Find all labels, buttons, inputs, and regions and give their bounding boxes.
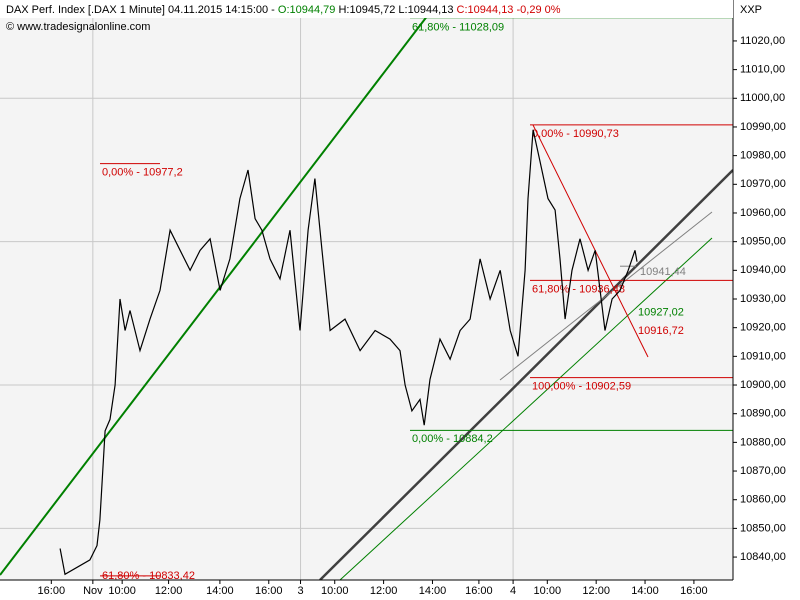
fib-label: 10916,72 xyxy=(638,325,684,337)
y-tick-label: 10870,00 xyxy=(740,465,786,477)
x-tick-label: 14:00 xyxy=(419,585,447,597)
x-tick-label: 16:00 xyxy=(680,585,708,597)
y-tick-label: 10980,00 xyxy=(740,150,786,162)
x-tick-label: 10:00 xyxy=(321,585,349,597)
y-axis-band xyxy=(733,0,800,580)
y-tick-label: 11010,00 xyxy=(740,64,785,76)
x-tick-label: 3 xyxy=(297,585,303,597)
annotations: 0,00% - 10977,2 61,80% - 11028,09 0,00% - … xyxy=(100,17,733,582)
fib-label: 10927,02 xyxy=(638,306,684,318)
y-tick-label: 10910,00 xyxy=(740,350,786,362)
header: DAX Perf. Index [.DAX 1 Minute] 04.11.20… xyxy=(6,4,561,16)
x-tick-label: 4 xyxy=(510,585,516,597)
y-tick-label: 10940,00 xyxy=(740,264,786,276)
x-tick-label: 16:00 xyxy=(255,585,283,597)
x-axis-band xyxy=(0,580,800,600)
trendline xyxy=(319,169,734,581)
header-high-low: H:10945,72 L:10944,13 xyxy=(338,4,453,16)
x-tick-label: 16:00 xyxy=(38,585,66,597)
x-tick-label: 16:00 xyxy=(465,585,493,597)
trendline xyxy=(0,14,429,576)
x-tick-label: 12:00 xyxy=(582,585,610,597)
fib-label: 0,00% - 10990,73 xyxy=(532,128,619,140)
price-line xyxy=(59,129,638,576)
y-tick-label: 10990,00 xyxy=(740,121,786,133)
trendline xyxy=(499,211,713,381)
y-tick-label: 10850,00 xyxy=(740,522,786,534)
header-instrument: DAX Perf. Index [.DAX 1 Minute] 04.11.20… xyxy=(6,4,275,16)
grid xyxy=(0,18,733,580)
fib-label: 10941,44 xyxy=(640,266,686,278)
trendline xyxy=(339,237,713,581)
x-tick-label: 12:00 xyxy=(155,585,183,597)
y-tick-label: 10920,00 xyxy=(740,322,786,334)
trendlines xyxy=(0,14,734,581)
y-tick-label: 10860,00 xyxy=(740,494,786,506)
x-tick-label: Nov xyxy=(83,585,103,597)
y-tick-label: 10970,00 xyxy=(740,178,786,190)
y-tick-label: 10900,00 xyxy=(740,379,786,391)
fib-label: 0,00% - 10977,2 xyxy=(102,167,183,179)
axis-label: XXP xyxy=(740,4,762,16)
y-tick-label: 10930,00 xyxy=(740,293,786,305)
y-tick-label: 10880,00 xyxy=(740,436,786,448)
x-tick-label: 10:00 xyxy=(534,585,562,597)
axes: 10840,00 10850,00 10860,00 10870,00 10880,00… xyxy=(38,35,786,597)
fib-label: 100,00% - 10902,59 xyxy=(532,381,631,393)
x-tick-label: 12:00 xyxy=(370,585,398,597)
header-open: O:10944,79 xyxy=(278,4,336,16)
x-tick-label: 14:00 xyxy=(206,585,234,597)
fib-label: 0,00% - 10884,2 xyxy=(412,433,493,445)
y-tick-label: 11000,00 xyxy=(740,92,785,104)
y-tick-label: 11020,00 xyxy=(740,35,785,47)
y-tick-label: 10890,00 xyxy=(740,408,786,420)
fib-label: 61,80% - 10833,42 xyxy=(102,570,195,582)
watermark: © www.tradesignalonline.com xyxy=(6,21,150,33)
fib-label: 61,80% - 10936,48 xyxy=(532,283,625,295)
trendline xyxy=(532,124,649,358)
header-close: C:10944,13 -0,29 0% xyxy=(457,4,561,16)
x-tick-label: 14:00 xyxy=(631,585,659,597)
x-tick-label: 10:00 xyxy=(108,585,136,597)
y-tick-label: 10840,00 xyxy=(740,551,786,563)
fib-label: 61,80% - 11028,09 xyxy=(412,22,504,34)
header-band xyxy=(0,0,733,18)
y-tick-label: 10960,00 xyxy=(740,207,786,219)
price-series xyxy=(59,129,638,576)
y-tick-label: 10950,00 xyxy=(740,236,786,248)
